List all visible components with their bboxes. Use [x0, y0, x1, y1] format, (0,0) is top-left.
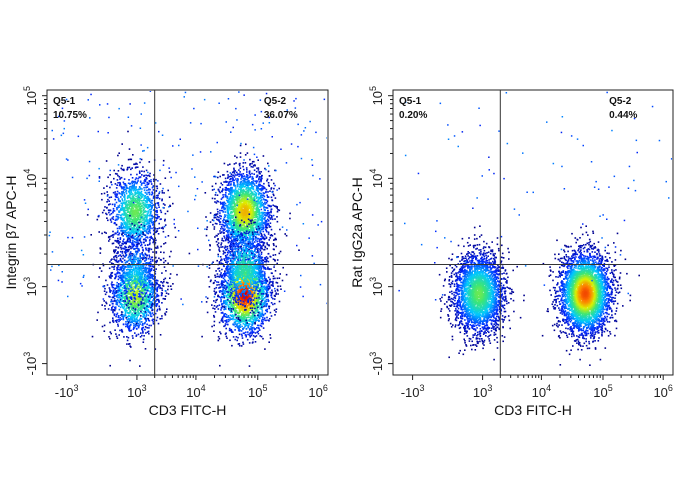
sparse-events	[48, 91, 327, 306]
quadrant-name: Q5-1	[53, 96, 76, 107]
population-2	[541, 225, 640, 366]
quadrant-percent: 10.75%	[53, 110, 87, 121]
x-tick-label: 105	[248, 383, 267, 400]
quadrant-name: Q5-1	[399, 96, 422, 107]
y-axis-title: Rat IgG2a APC-H	[349, 177, 365, 288]
quadrant-name: Q5-2	[609, 96, 632, 107]
plot-frame	[392, 89, 674, 376]
event-points	[86, 130, 300, 367]
y-tick-label: -103	[368, 352, 385, 376]
y-axis-title: Integrin β7 APC-H	[3, 176, 19, 290]
x-tick-label: 104	[532, 383, 551, 400]
y-tick-label: 103	[368, 277, 385, 296]
event-points	[438, 225, 640, 366]
x-tick-label: 106	[653, 383, 672, 400]
quadrant-percent: 0.20%	[399, 110, 427, 121]
quadrant-percent: 0.44%	[609, 110, 637, 121]
quadrant-name: Q5-2	[264, 96, 287, 107]
quadrant-percent: 36.07%	[264, 110, 298, 121]
x-tick-label: 105	[593, 383, 612, 400]
x-tick-label: 106	[308, 383, 327, 400]
x-tick-label: 103	[473, 383, 492, 400]
population-1	[438, 225, 525, 361]
plot-frame	[46, 89, 329, 376]
y-tick-label: 103	[22, 277, 39, 296]
y-tick-label: 105	[22, 86, 39, 105]
population-6	[208, 207, 300, 336]
y-tick-label: -103	[22, 352, 39, 376]
x-axis-title: CD3 FITC-H	[494, 402, 572, 418]
y-tick-label: 105	[368, 86, 385, 105]
x-tick-label: -103	[55, 383, 79, 400]
y-tick-label: 104	[22, 169, 39, 188]
x-tick-label: 103	[127, 383, 146, 400]
chart-2: -103 103 104 105 106 -103 103 104 105 CD3 FITC-H R…	[349, 86, 674, 418]
y-tick-label: 104	[368, 169, 385, 188]
x-tick-label: -103	[401, 383, 425, 400]
population-1	[86, 130, 176, 278]
x-axis-title: CD3 FITC-H	[149, 402, 227, 418]
sparse-events	[398, 91, 672, 305]
chart-1: -103 103 104 105 106 -103 103 104 105 CD3 FITC-H I…	[3, 86, 329, 418]
x-tick-label: 104	[186, 383, 205, 400]
